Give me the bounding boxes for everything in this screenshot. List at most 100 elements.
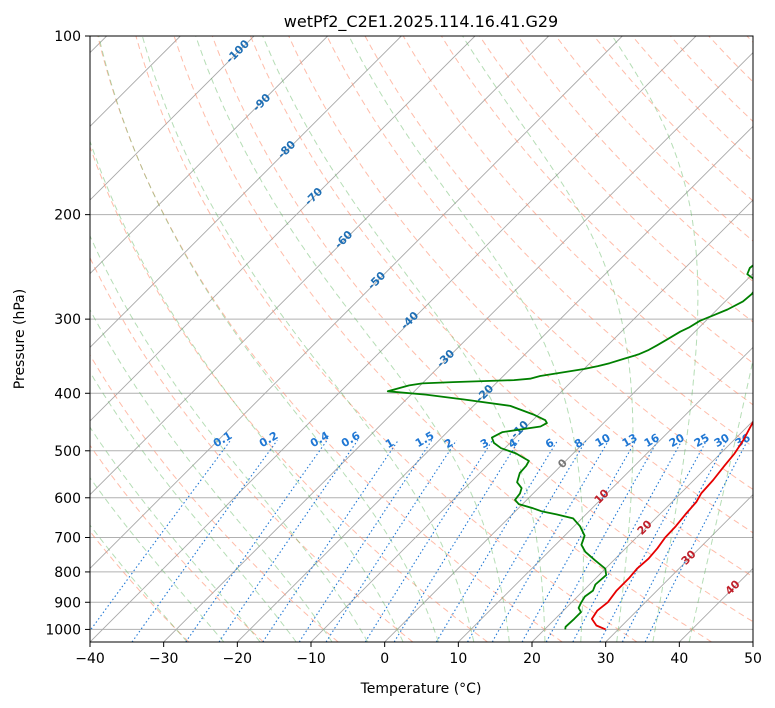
moist-adiabats [90,36,753,642]
mixing-ratio-line [572,440,683,642]
isotherm-line [237,125,753,642]
mixing-ratio-line [131,439,278,642]
moist-adiabat [141,36,475,642]
dry-adiabat [402,36,753,406]
mixing-ratio-label: 2 [442,436,455,451]
dry-adiabat [90,530,190,642]
mixing-ratio-line [90,439,232,632]
mixing-ratio-label: 10 [593,431,613,450]
y-tick-label: 600 [54,491,81,507]
mixing-ratio-line [185,439,328,642]
dry-adiabat [90,145,488,642]
y-tick-label: 200 [54,208,81,224]
moist-adiabat [90,139,404,642]
dry-adiabats [90,36,753,642]
x-tick-label: −20 [223,651,253,667]
plot-area: -100-90-80-70-60-50-40-30-20-10010203040… [90,36,753,642]
mixing-ratio-lines [90,439,749,642]
x-tick-label: 0 [380,651,389,667]
y-tick-label: 500 [54,444,81,460]
moist-adiabat [195,36,510,642]
dry-adiabat [631,36,753,162]
isotherm-line [90,36,402,348]
mixing-ratio-line [262,439,399,642]
isotherm-line [90,36,255,201]
mixing-ratio-line [621,440,728,642]
isotherm-label: -70 [302,185,325,208]
moist-adiabat [262,36,546,642]
isotherm-line [90,36,476,422]
isotherm-label: 30 [679,547,699,567]
isobar-grid [90,36,753,630]
mixing-ratio-label: 25 [692,431,712,450]
mixing-ratio-line [491,440,610,642]
isotherm-label: -100 [223,37,252,66]
mixing-ratio-label: 0.2 [257,429,280,450]
isotherm-line [90,36,549,496]
moist-adiabat [98,36,439,642]
mixing-ratio-label: 3 [478,436,491,451]
moist-adiabat [688,357,753,642]
y-tick-label: 100 [54,29,81,45]
skewed-isotherms [90,36,753,642]
isotherm-label: -60 [332,228,355,251]
mixing-ratio-line [521,440,637,642]
dry-adiabat [173,36,712,642]
x-tick-label: 10 [449,651,467,667]
x-axis-label: Temperature (°C) [360,681,482,697]
dry-adiabat [555,36,753,242]
dewpoint-profile [386,264,753,630]
x-tick-label: 20 [523,651,541,667]
isotherm-label: 20 [635,517,655,537]
axis-ticks: −40 −30 −20 −10 0 10 20 30 40 50 100 200 300 400 500 60… [45,29,762,667]
dry-adiabat [135,36,638,642]
dry-adiabat [90,256,414,642]
x-tick-label: −40 [75,651,105,667]
mixing-ratio-line [298,439,433,642]
dry-adiabat [90,354,339,642]
y-tick-label: 900 [54,595,81,611]
y-tick-label: 400 [54,386,81,402]
isotherm-label: -40 [398,309,421,332]
mixing-ratio-line [644,440,749,642]
isotherm-label: -50 [365,269,388,292]
dry-adiabat [708,36,753,83]
x-tick-label: 50 [744,651,762,667]
mixing-ratio-label: 0.4 [308,429,332,450]
x-tick-label: −30 [149,651,179,667]
isotherm-line [531,420,753,642]
dry-adiabat [517,36,753,283]
isotherm-line [90,36,328,275]
mixing-ratio-label: 30 [712,431,732,450]
isotherm-label: 10 [592,486,612,506]
chart-title: wetPf2_C2E1.2025.114.16.41.G29 [284,12,558,32]
y-tick-label: 800 [54,565,81,581]
dry-adiabat [440,36,753,364]
y-axis-label: Pressure (hPa) [12,289,28,389]
y-tick-label: 300 [54,312,81,328]
isotherm-line [90,36,697,642]
moist-adiabat [90,308,333,642]
dry-adiabat [250,36,753,578]
mixing-ratio-line [325,439,457,642]
isotherm-label: 40 [723,577,743,597]
isotherm-label: -80 [275,138,298,161]
dry-adiabat [211,36,753,623]
isotherm-line [163,52,753,642]
x-tick-label: −10 [296,651,326,667]
moist-adiabat [90,476,225,642]
mixing-ratio-line [435,440,559,642]
moist-adiabat [90,371,297,642]
mixing-ratio-label: 0.1 [211,429,234,450]
dry-adiabat [593,36,753,202]
dry-adiabat [90,444,264,642]
isotherm-line [310,199,753,642]
mixing-ratio-line [393,439,520,642]
isotherm-line [679,567,753,642]
moist-adiabat [90,524,188,642]
moist-adiabat [90,426,261,642]
dry-adiabat [97,36,563,642]
dry-adiabat [288,36,753,534]
mixing-ratio-line [545,440,659,642]
